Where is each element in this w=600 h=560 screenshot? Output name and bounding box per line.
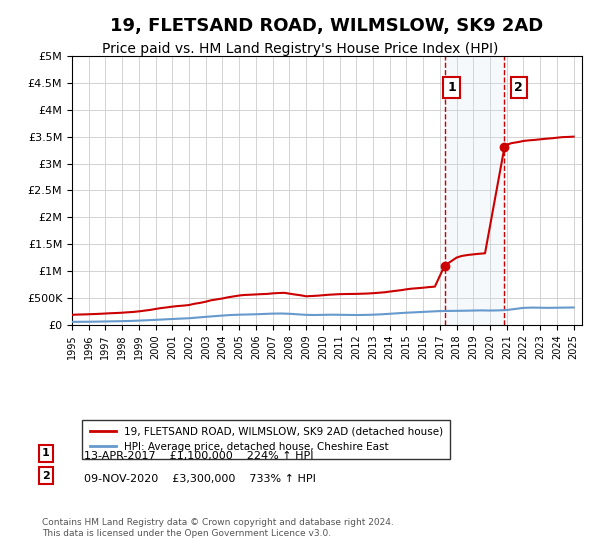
Text: 1: 1 [447,81,456,94]
19, FLETSAND ROAD, WILMSLOW, SK9 2AD (detached house) [570,133,577,140]
Title: 19, FLETSAND ROAD, WILMSLOW, SK9 2AD: 19, FLETSAND ROAD, WILMSLOW, SK9 2AD [110,17,544,35]
HPI: Average price, detached house, Cheshire East: (2e+03, 1.22e+05): Average price, detached house, Cheshire … [185,315,193,321]
Text: 09-NOV-2020    £3,300,000    733% ↑ HPI: 09-NOV-2020 £3,300,000 733% ↑ HPI [84,474,316,484]
19, FLETSAND ROAD, WILMSLOW, SK9 2AD (detached house) [308,293,315,300]
Text: Contains HM Land Registry data © Crown copyright and database right 2024.
This d: Contains HM Land Registry data © Crown c… [42,518,394,538]
19, FLETSAND ROAD, WILMSLOW, SK9 2AD (detached house) [68,311,76,318]
19, FLETSAND ROAD, WILMSLOW, SK9 2AD (detached house) [207,297,214,304]
19, FLETSAND ROAD, WILMSLOW, SK9 2AD (detached house) [147,306,154,313]
HPI: Average price, detached house, Cheshire East: (2.02e+03, 2.75e+05): Average price, detached house, Cheshire … [503,307,511,314]
Bar [445,56,505,325]
19, FLETSAND ROAD, WILMSLOW, SK9 2AD (detached house) [269,290,276,297]
Line: HPI: Average price, detached house, Cheshire East: HPI: Average price, detached house, Ches… [72,307,574,322]
HPI: Average price, detached house, Cheshire East: (2.01e+03, 1.92e+05): Average price, detached house, Cheshire … [244,311,251,318]
Text: 2: 2 [514,81,523,94]
HPI: Average price, detached house, Cheshire East: (2.01e+03, 1.88e+05): Average price, detached house, Cheshire … [370,311,377,318]
19, FLETSAND ROAD, WILMSLOW, SK9 2AD (detached house) [174,303,181,310]
HPI: Average price, detached house, Cheshire East: (2.02e+03, 3.22e+05): Average price, detached house, Cheshire … [570,304,577,311]
Text: Price paid vs. HM Land Registry's House Price Index (HPI): Price paid vs. HM Land Registry's House … [102,42,498,56]
HPI: Average price, detached house, Cheshire East: (2e+03, 1.08e+05): Average price, detached house, Cheshire … [169,316,176,323]
Text: 1: 1 [42,449,50,459]
19, FLETSAND ROAD, WILMSLOW, SK9 2AD (detached house) [470,251,477,258]
HPI: Average price, detached house, Cheshire East: (2e+03, 5.5e+04): Average price, detached house, Cheshire … [68,319,76,325]
Line: 19, FLETSAND ROAD, WILMSLOW, SK9 2AD (detached house): 19, FLETSAND ROAD, WILMSLOW, SK9 2AD (de… [72,137,574,315]
Legend: 19, FLETSAND ROAD, WILMSLOW, SK9 2AD (detached house), HPI: Average price, detac: 19, FLETSAND ROAD, WILMSLOW, SK9 2AD (de… [82,419,451,459]
Text: 2: 2 [42,471,50,481]
HPI: Average price, detached house, Cheshire East: (2.01e+03, 1.86e+05): Average price, detached house, Cheshire … [336,311,343,318]
Text: 13-APR-2017    £1,100,000    224% ↑ HPI: 13-APR-2017 £1,100,000 224% ↑ HPI [84,451,314,461]
